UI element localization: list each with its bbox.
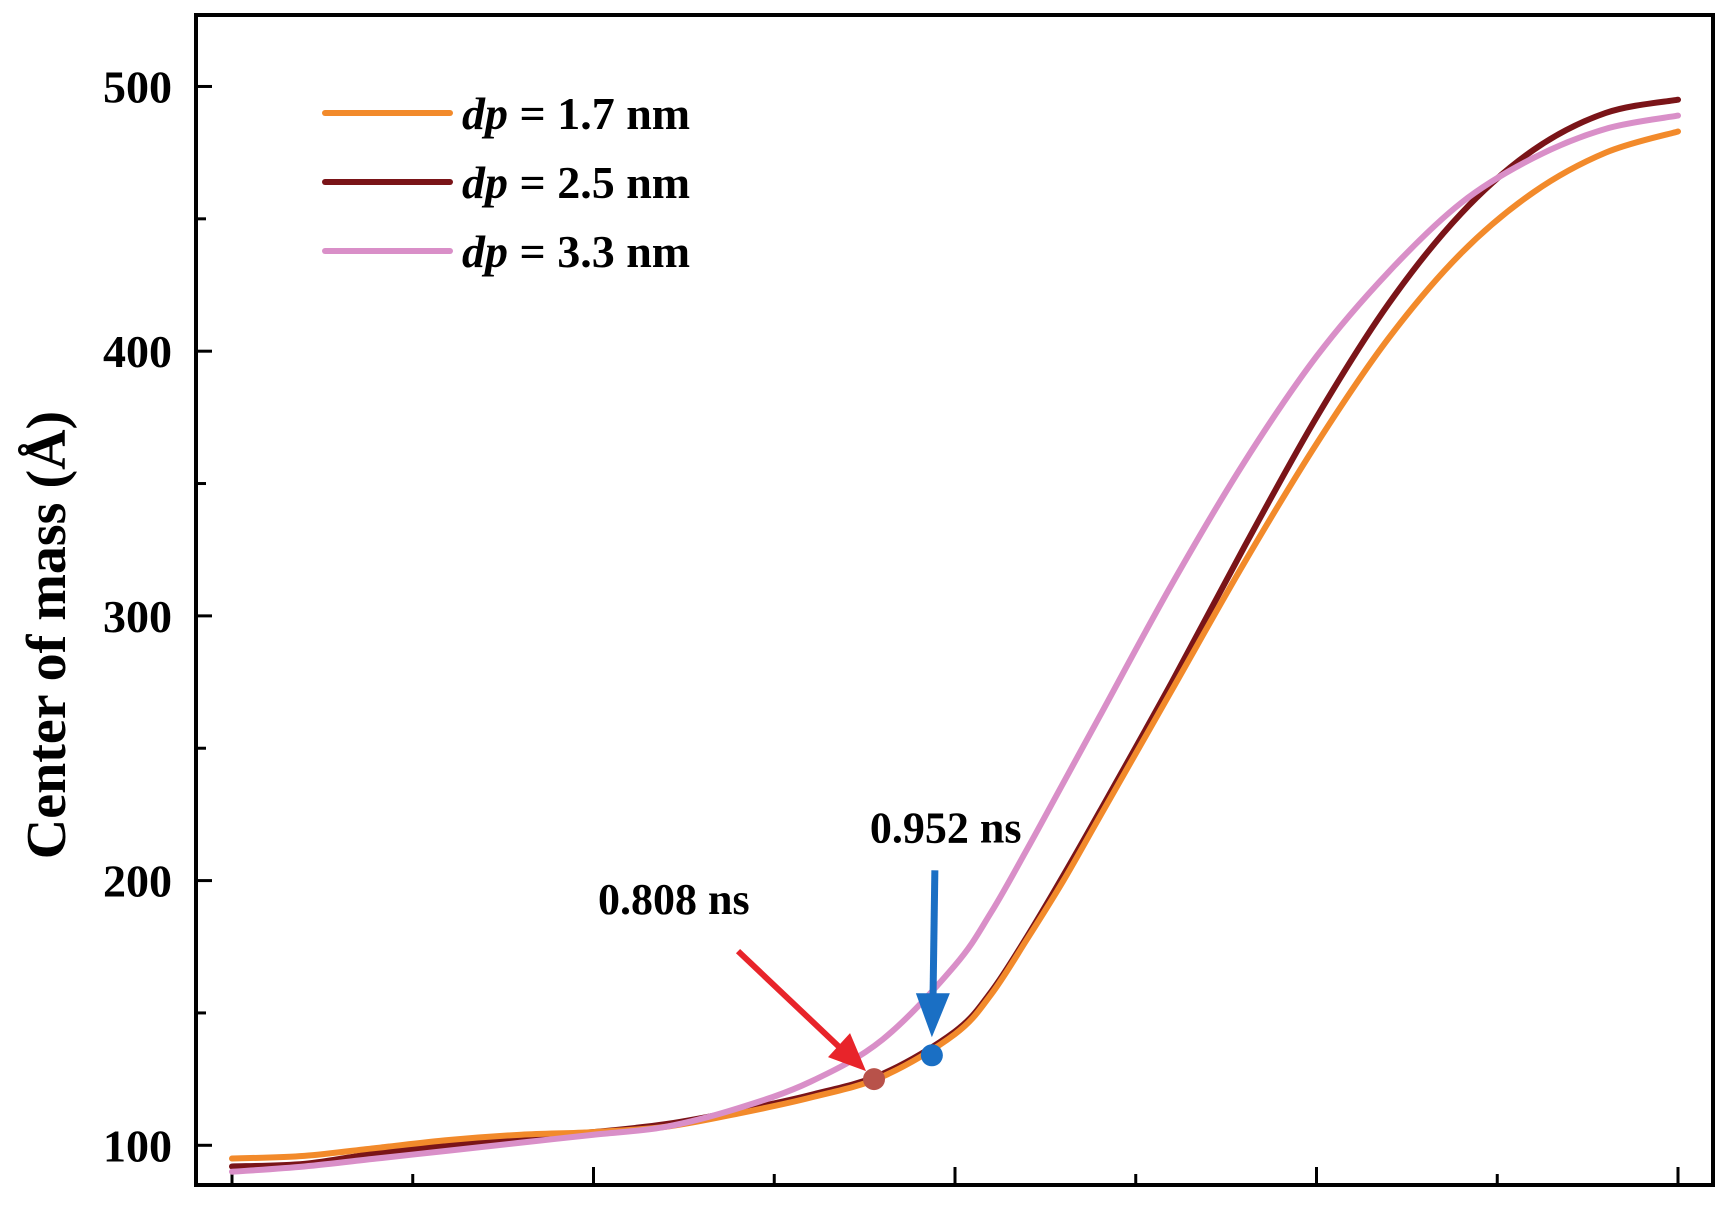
marker-0952 xyxy=(920,1044,943,1067)
legend: dp = 1.7 nm dp = 2.5 nm dp = 3.3 nm xyxy=(322,88,690,277)
arrow-shaft-0952 xyxy=(929,870,939,1008)
series-group xyxy=(229,96,1681,1175)
annotation-0952-label: 0.952 ns xyxy=(870,803,1022,852)
legend-entry-label: dp = 2.5 nm xyxy=(462,157,690,208)
marker-0808 xyxy=(863,1068,886,1091)
annotations: 0.808 ns 0.952 ns xyxy=(598,803,1022,1091)
series-line-3-3-nm xyxy=(229,112,1681,1175)
legend-entry-label: dp = 1.7 nm xyxy=(462,88,690,139)
ticks: 100 200 300 400 500 xyxy=(103,61,1680,1185)
y-tick-label: 500 xyxy=(103,61,172,112)
y-tick-label: 300 xyxy=(103,591,172,642)
y-tick-label: 200 xyxy=(103,856,172,907)
series-line-2-5-nm xyxy=(229,96,1681,1170)
y-tick-label: 400 xyxy=(103,326,172,377)
series-line-1-7-nm xyxy=(229,128,1681,1162)
arrow-shaft-0808 xyxy=(735,948,855,1062)
legend-entry-label: dp = 3.3 nm xyxy=(462,226,690,277)
arrow-head-0952 xyxy=(915,993,950,1038)
y-tick-label: 100 xyxy=(103,1120,172,1171)
y-axis-title: Center of mass (Å) xyxy=(16,411,78,859)
annotation-0808-label: 0.808 ns xyxy=(598,875,750,924)
arrow-head-0808 xyxy=(828,1033,867,1072)
